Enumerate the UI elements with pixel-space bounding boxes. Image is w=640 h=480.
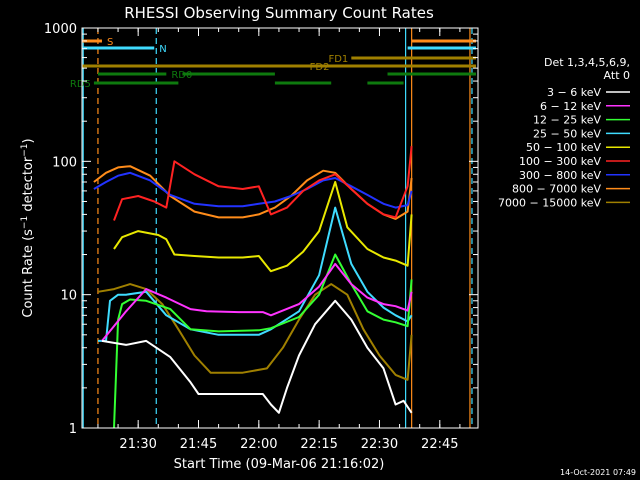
series-line (113, 146, 413, 221)
series-line (101, 299, 413, 414)
series-line (101, 262, 413, 342)
x-tick-label: 22:15 (300, 437, 337, 452)
legend-entry-label: 800 − 7000 keV (512, 183, 601, 196)
legend-entry-label: 7000 − 15000 keV (498, 196, 601, 209)
y-tick-label: 1000 (44, 22, 77, 37)
legend-entry-label: 300 − 800 keV (519, 169, 601, 182)
y-axis-label-part: detector (21, 156, 36, 216)
legend-entry-label: 12 − 25 keV (533, 114, 601, 127)
flag-label: FD2 (310, 62, 330, 73)
y-axis-label-exponent: −1 (20, 143, 30, 156)
x-tick-label: 22:00 (240, 437, 277, 452)
legend-entry-label: 6 − 12 keV (540, 100, 601, 113)
x-axis-label: Start Time (09-Mar-06 21:16:02) (174, 457, 385, 472)
series-line (113, 253, 413, 429)
flag-label: FD1 (328, 54, 348, 65)
x-tick-label: 22:45 (421, 437, 458, 452)
x-tick-label: 21:30 (119, 437, 156, 452)
legend-entry-label: 50 − 100 keV (526, 141, 601, 154)
flag-label: N (159, 44, 166, 55)
series-line (98, 206, 413, 342)
y-axis-label-part: Count Rate (s (21, 229, 36, 318)
x-tick-label: 21:45 (180, 437, 217, 452)
legend-header-attenuator: Att 0 (604, 69, 630, 82)
series-line (93, 171, 413, 209)
flag-label: RD0 (171, 70, 192, 81)
y-axis-label-part: ) (21, 138, 36, 143)
series-line (97, 283, 413, 381)
x-axis: 21:30 21:45 22:00 22:15 22:30 22:45 (97, 28, 461, 452)
plot-frame (81, 27, 479, 429)
chart-title: RHESSI Observing Summary Count Rates (124, 4, 434, 22)
legend-entry-label: 100 − 300 keV (519, 155, 601, 168)
flag-label: S (107, 37, 113, 48)
legend-entry-label: 25 − 50 keV (533, 127, 601, 140)
y-axis: 1 10 100 1000 (44, 22, 478, 437)
generated-timestamp: 14-Oct-2021 07:49 (560, 468, 636, 477)
y-tick-label: 100 (52, 155, 77, 170)
flag-label: RD5 (70, 79, 91, 90)
y-tick-label: 1 (69, 422, 77, 437)
y-tick-label: 10 (60, 289, 77, 304)
legend-header-detectors: Det 1,3,4,5,6,9, (544, 56, 630, 69)
series-line (113, 181, 413, 273)
legend-entry-label: 3 − 6 keV (547, 86, 601, 99)
y-axis-label-exponent: −1 (20, 216, 30, 229)
x-tick-label: 22:30 (361, 437, 398, 452)
y-axis-label: Count Rate (s−1 detector−1) (20, 138, 36, 317)
